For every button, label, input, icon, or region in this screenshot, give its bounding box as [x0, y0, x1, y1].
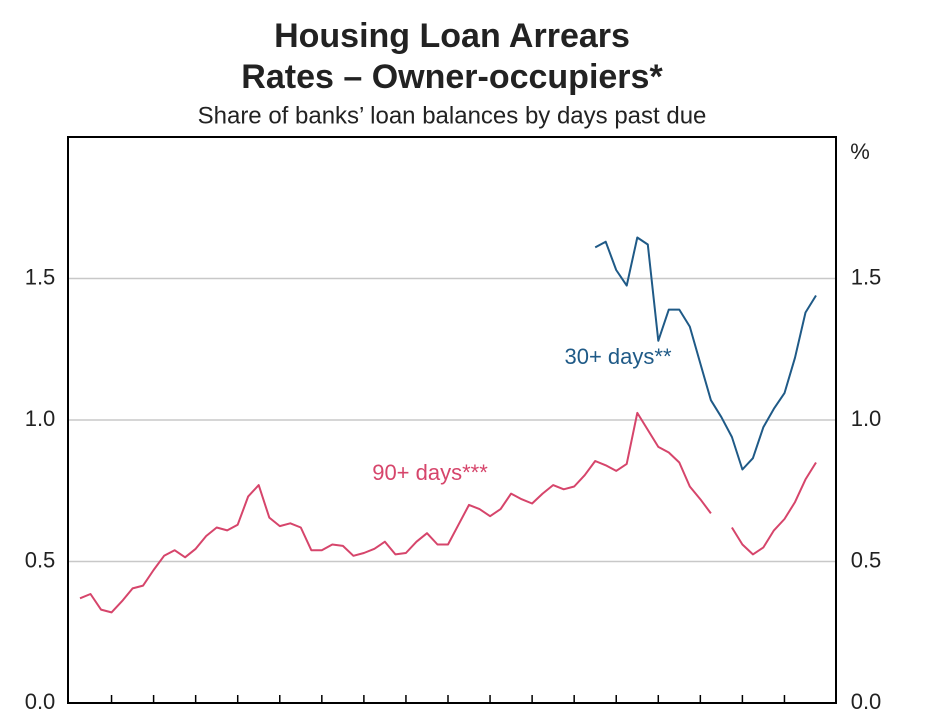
- chart-subtitle: Share of banks’ loan balances by days pa…: [198, 102, 707, 129]
- y2-tick-label: 0.5: [851, 547, 882, 572]
- chart-title: Rates – Owner-occupiers*: [241, 58, 663, 96]
- y2-unit: %: [850, 139, 870, 164]
- series-label: 30+ days**: [564, 344, 671, 369]
- series-line: [594, 236, 817, 471]
- series-label: 90+ days***: [372, 460, 488, 485]
- series-line: [79, 411, 817, 614]
- y-tick-label: 0.0: [25, 689, 56, 714]
- y-tick-label: 1.5: [25, 264, 56, 289]
- y2-tick-label: 1.5: [851, 264, 882, 289]
- chart-title: Housing Loan Arrears: [274, 17, 630, 55]
- y-tick-label: 1.0: [25, 406, 56, 431]
- y2-tick-label: 1.0: [851, 406, 882, 431]
- plot-frame: [67, 136, 837, 704]
- y-tick-label: 0.5: [25, 547, 56, 572]
- y2-tick-label: 0.0: [851, 689, 882, 714]
